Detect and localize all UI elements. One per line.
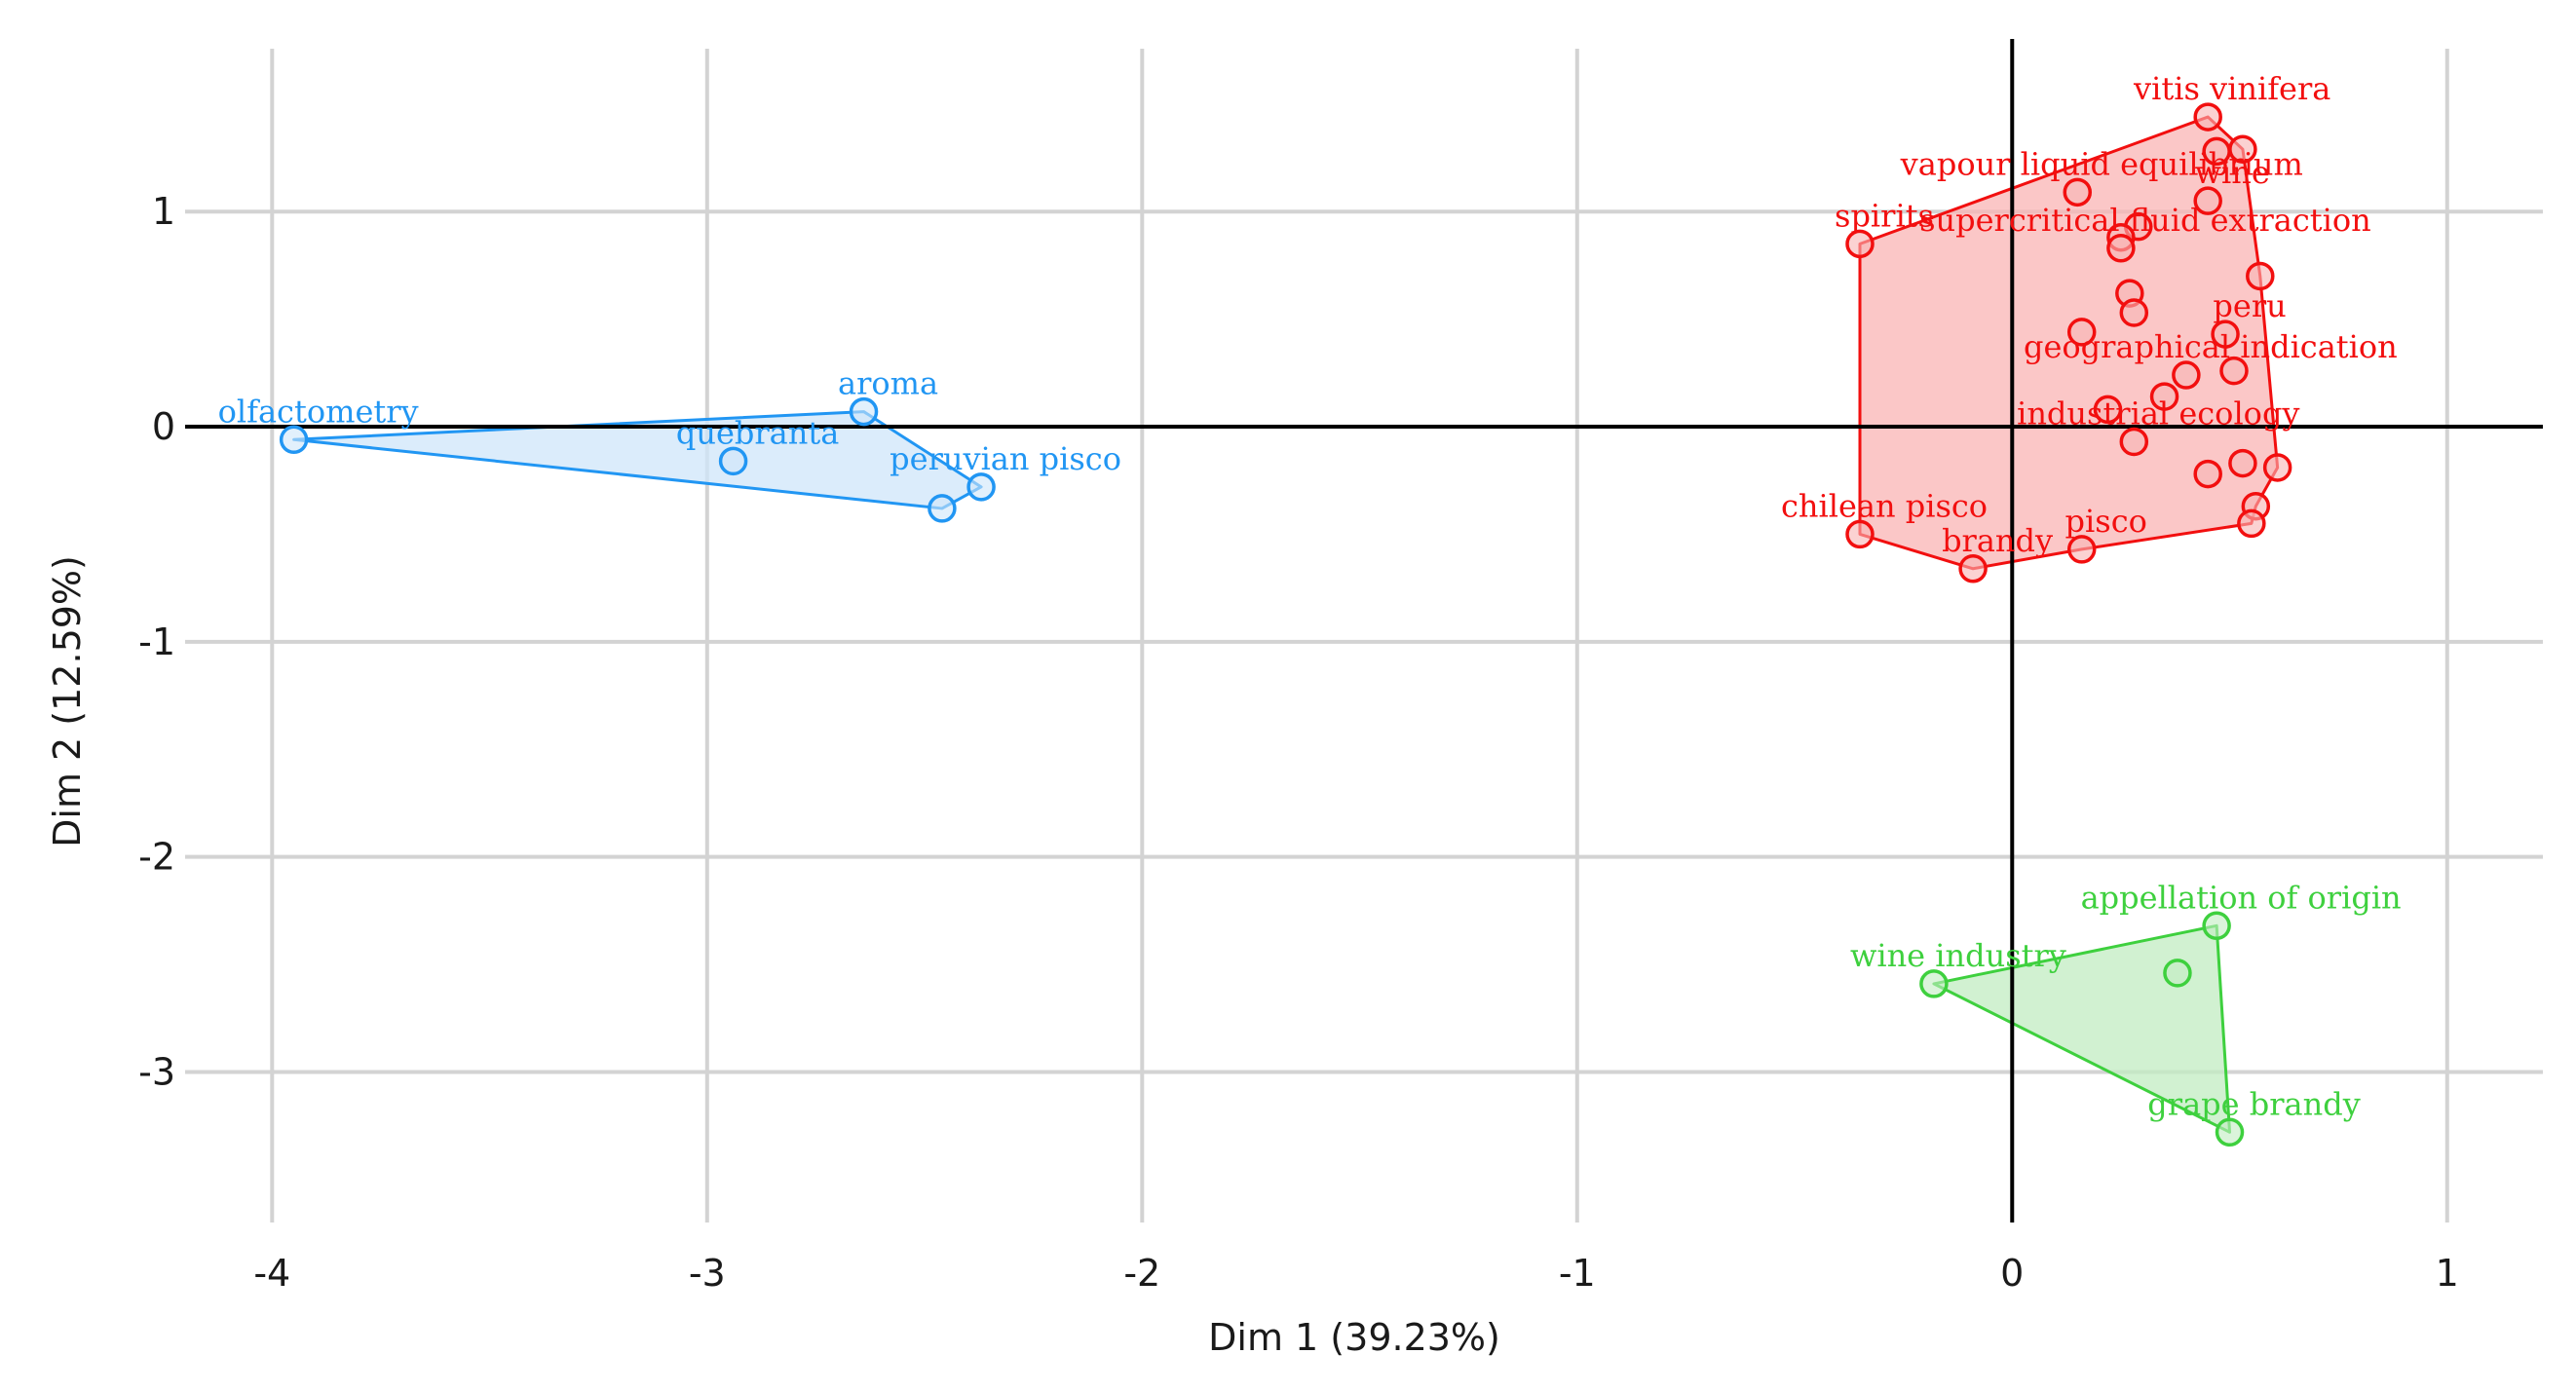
point-label: wine industry (1850, 937, 2066, 974)
point-label: vitis vinifera (2133, 70, 2330, 107)
data-point (279, 425, 309, 455)
point-label: supercritical fluid extraction (1919, 202, 2371, 239)
point-label: spirits (1835, 197, 1934, 234)
point-label: wine (2195, 154, 2270, 191)
point-label: geographical indication (2024, 328, 2398, 365)
data-points (279, 102, 2292, 1147)
data-point (2066, 535, 2097, 564)
y-tick-label: -3 (138, 1050, 175, 1093)
data-point (2211, 320, 2240, 349)
data-point (2228, 448, 2257, 478)
cluster-hull-3 (1932, 923, 2232, 1134)
point-label: brandy (1942, 522, 2053, 559)
data-point (2193, 459, 2222, 489)
data-point (966, 472, 996, 502)
point-label: vapour liquid equilibrium (1900, 145, 2303, 182)
point-label: peruvian pisco (890, 440, 1121, 477)
y-tick-label: -2 (138, 836, 175, 879)
x-tick-label: -4 (253, 1252, 290, 1295)
data-point (2202, 911, 2231, 941)
x-tick-label: 1 (2436, 1252, 2459, 1295)
point-label: chilean pisco (1781, 487, 1988, 524)
data-point (2066, 318, 2097, 347)
data-point (2237, 508, 2266, 539)
y-tick-label: 1 (152, 190, 175, 233)
data-point (2119, 298, 2149, 327)
y-tick-label: 0 (152, 405, 175, 448)
x-tick-label: 0 (2000, 1252, 2024, 1295)
data-point (928, 494, 957, 523)
data-point (2193, 102, 2222, 132)
data-point (2149, 382, 2179, 411)
data-point (2219, 356, 2249, 386)
data-point (1958, 554, 1988, 583)
y-axis-title: Dim 2 (12.59%) (46, 555, 89, 847)
data-point (849, 396, 879, 427)
data-point (718, 446, 748, 476)
point-label: aroma (838, 365, 938, 402)
x-tick-label: -3 (689, 1252, 726, 1295)
data-point (2119, 427, 2149, 457)
zero-axes (185, 39, 2543, 1223)
data-point (2172, 360, 2201, 390)
x-axis-title: Dim 1 (39.23%) (1208, 1316, 1500, 1359)
data-point (2163, 959, 2192, 988)
data-point (2262, 453, 2292, 482)
data-point (2093, 395, 2123, 425)
data-point (1845, 519, 1875, 549)
point-label: quebranta (676, 414, 839, 451)
data-point (1845, 229, 1875, 259)
cluster-hulls (292, 115, 2280, 1134)
y-tick-label: -1 (138, 621, 175, 663)
data-point (2246, 261, 2275, 291)
data-point (1919, 969, 1949, 998)
point-label: pisco (2065, 503, 2147, 540)
data-point (2063, 177, 2093, 207)
data-point (2215, 1117, 2245, 1147)
data-point (2193, 186, 2222, 215)
data-point (2228, 134, 2257, 164)
x-tick-label: -2 (1123, 1252, 1160, 1295)
tick-labels: -4 -3 -2 -1 0 1 1 0 -1 -2 -3 (138, 190, 2459, 1295)
x-tick-label: -1 (1559, 1252, 1596, 1295)
point-label: olfactometry (218, 393, 419, 430)
point-labels: olfactometry aroma quebranta peruvian pisco… (218, 70, 2402, 1122)
data-point (2106, 234, 2136, 263)
point-label: grape brandy (2147, 1085, 2360, 1122)
point-label: peru (2213, 287, 2286, 324)
point-label: industrial ecology (2017, 395, 2299, 432)
point-label: appellation of origin (2081, 879, 2402, 916)
